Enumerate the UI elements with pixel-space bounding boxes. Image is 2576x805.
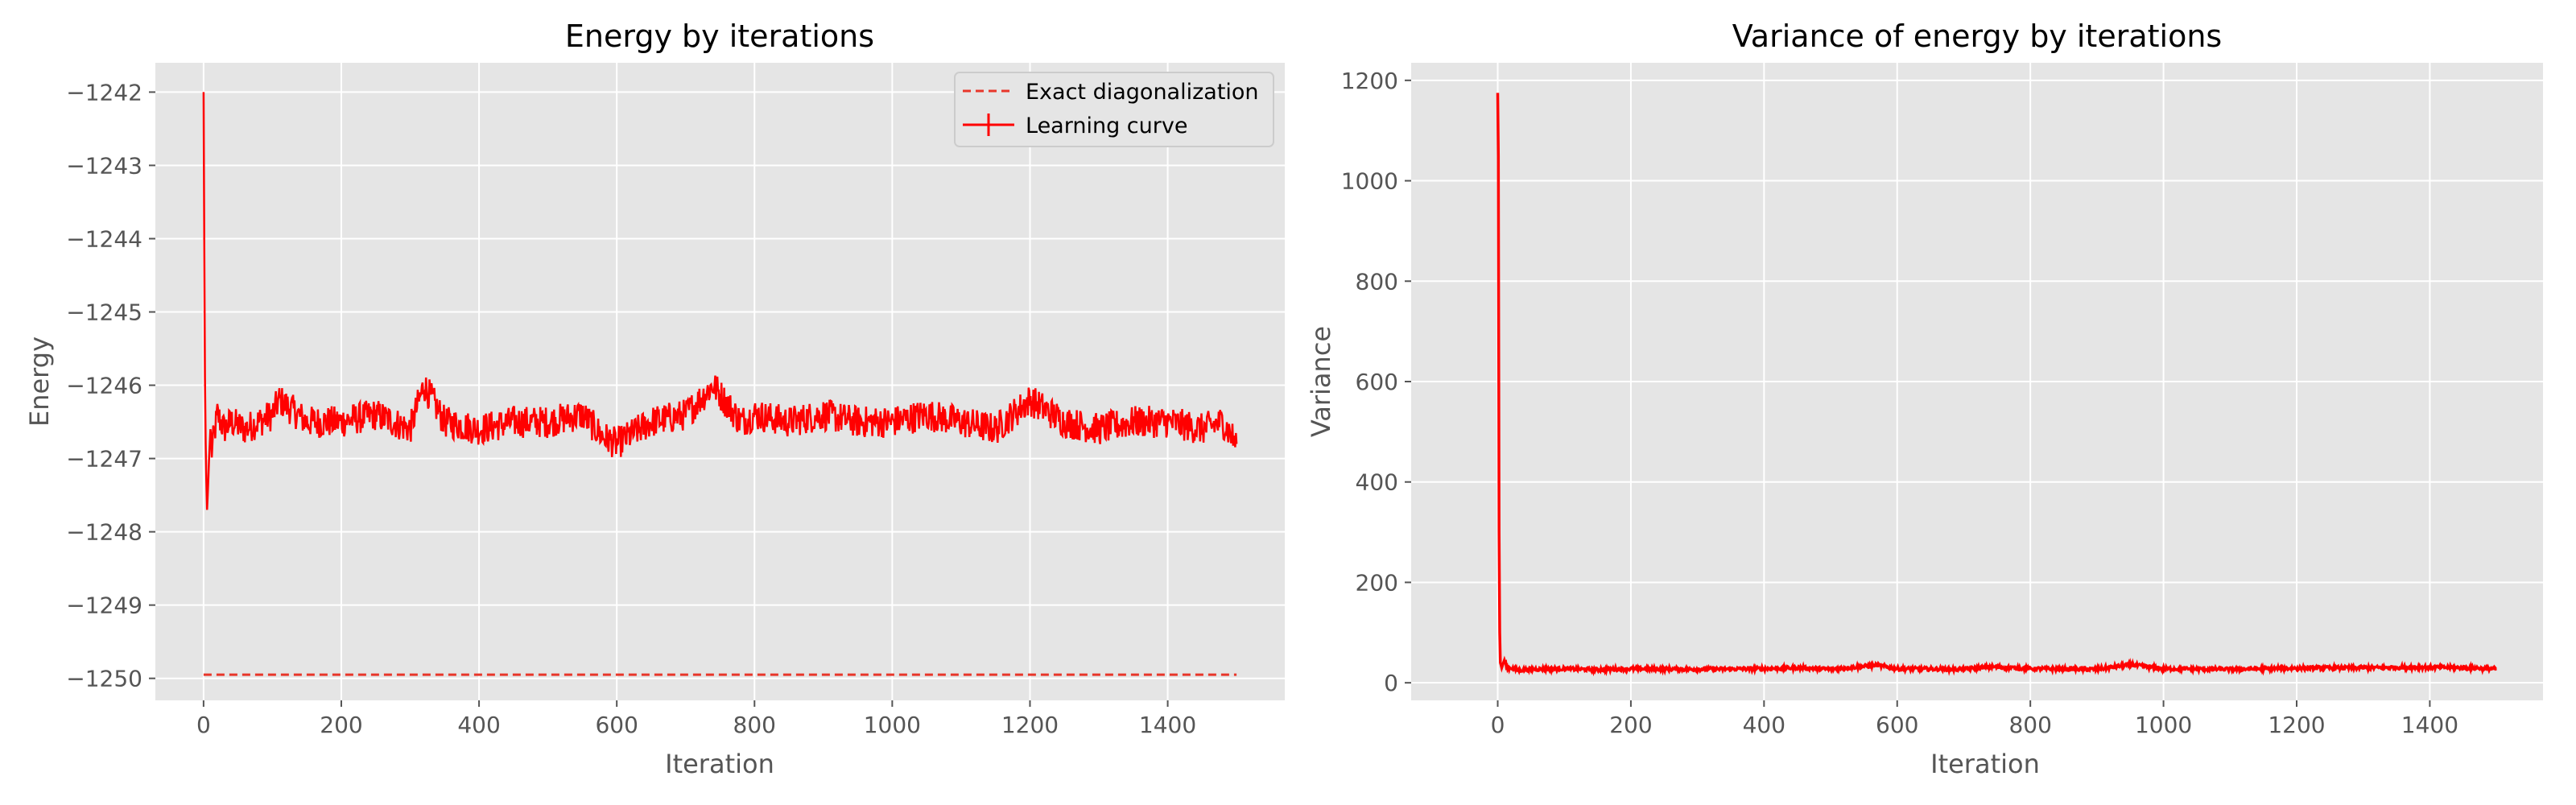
energy-ticks: 0 200 400 600 800 1000 1200 1400 −1242 −1243 −1244… xyxy=(66,79,1196,738)
energy-x-tick-label: 400 xyxy=(457,712,500,738)
energy-x-tick-label: 200 xyxy=(320,712,362,738)
energy-y-tick-label: −1250 xyxy=(66,666,142,692)
variance-y-axis-label: Variance xyxy=(1306,326,1336,437)
energy-x-axis-label: Iteration xyxy=(665,749,774,779)
energy-series-line-1 xyxy=(202,92,1238,510)
variance-y-tick-label: 800 xyxy=(1356,268,1398,295)
energy-x-tick-label: 0 xyxy=(196,712,211,738)
variance-x-tick-label: 200 xyxy=(1609,712,1652,738)
variance-y-tick-label: 1000 xyxy=(1341,168,1398,195)
energy-y-axis-label: Energy xyxy=(24,336,55,427)
legend-learning-label: Learning curve xyxy=(1026,114,1187,138)
variance-grid xyxy=(1411,63,2543,700)
energy-y-tick-label: −1246 xyxy=(66,373,142,399)
energy-x-tick-label: 1000 xyxy=(864,712,921,738)
energy-legend: Exact diagonalization Learning curve xyxy=(954,72,1274,147)
variance-chart: 0 200 400 600 800 1000 1200 1400 0 200 400 600 800 10… xyxy=(1306,19,2543,779)
energy-y-tick-label: −1243 xyxy=(66,152,142,179)
energy-grid xyxy=(155,63,1285,700)
variance-y-tick-label: 1200 xyxy=(1341,68,1398,94)
energy-x-tick-label: 1400 xyxy=(1139,712,1196,738)
variance-x-tick-label: 1400 xyxy=(2401,712,2458,738)
variance-chart-title: Variance of energy by iterations xyxy=(1732,19,2222,54)
energy-chart: 0 200 400 600 800 1000 1200 1400 −1242 −1243 −1244… xyxy=(24,19,1285,779)
variance-x-tick-label: 400 xyxy=(1743,712,1785,738)
variance-y-tick-label: 600 xyxy=(1356,369,1398,395)
variance-series-line-0 xyxy=(1496,93,2497,677)
energy-y-tick-label: −1248 xyxy=(66,519,142,546)
variance-y-tick-label: 200 xyxy=(1356,569,1398,596)
variance-x-tick-label: 0 xyxy=(1491,712,1505,738)
energy-chart-title: Energy by iterations xyxy=(565,19,874,54)
variance-y-tick-label: 400 xyxy=(1356,469,1398,496)
energy-y-tick-label: −1245 xyxy=(66,299,142,326)
energy-series-layer xyxy=(202,92,1238,676)
legend-exact-label: Exact diagonalization xyxy=(1026,80,1259,105)
variance-x-tick-label: 1000 xyxy=(2135,712,2192,738)
variance-y-tick-label: 0 xyxy=(1384,670,1398,696)
energy-y-tick-label: −1247 xyxy=(66,446,142,473)
legend-box xyxy=(954,72,1274,147)
variance-x-tick-label: 600 xyxy=(1876,712,1918,738)
energy-x-tick-label: 600 xyxy=(595,712,638,738)
energy-y-tick-label: −1249 xyxy=(66,592,142,619)
energy-y-tick-label: −1242 xyxy=(66,79,142,105)
variance-ticks: 0 200 400 600 800 1000 1200 1400 0 200 400 600 800 10… xyxy=(1341,68,2458,738)
energy-x-tick-label: 1200 xyxy=(1001,712,1059,738)
variance-x-tick-label: 800 xyxy=(2008,712,2051,738)
variance-x-tick-label: 1200 xyxy=(2268,712,2325,738)
energy-plot-area xyxy=(155,63,1285,700)
variance-series-layer xyxy=(1496,93,2497,677)
variance-x-axis-label: Iteration xyxy=(1930,749,2040,779)
energy-y-tick-label: −1244 xyxy=(66,225,142,252)
energy-x-tick-label: 800 xyxy=(733,712,776,738)
